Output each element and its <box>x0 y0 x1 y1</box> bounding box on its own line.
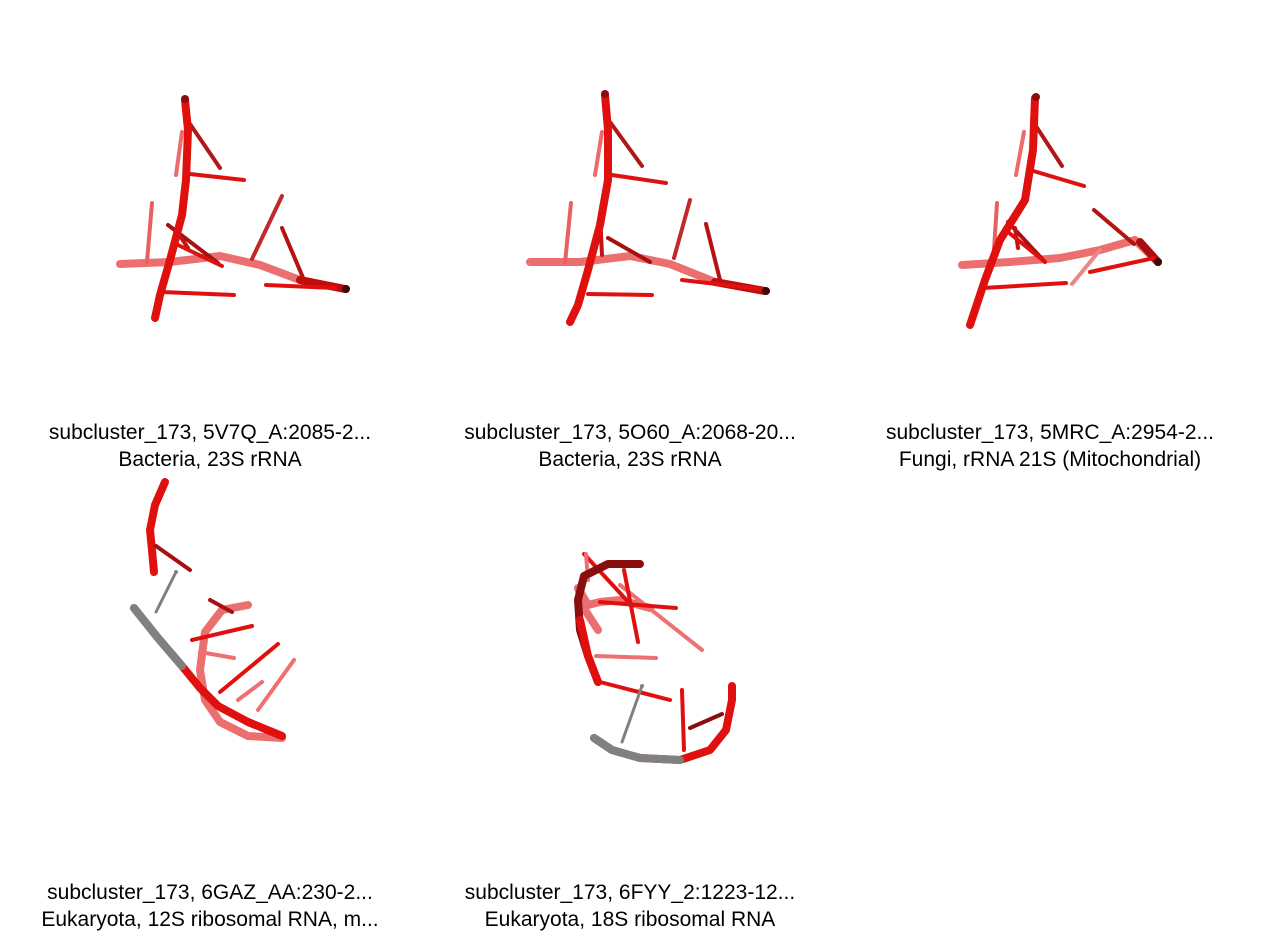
panel-caption: subcluster_173, 5V7Q_A:2085-2... Bacteri… <box>0 419 420 473</box>
rna-structure-image <box>130 478 296 742</box>
caption-title: subcluster_173, 6GAZ_AA:230-2... <box>47 881 373 904</box>
caption-subtitle: Eukaryota, 12S ribosomal RNA, m... <box>41 908 379 931</box>
caption-title: subcluster_173, 5MRC_A:2954-2... <box>885 421 1214 444</box>
rna-structure-image <box>116 95 350 322</box>
panel-caption: subcluster_173, 6GAZ_AA:230-2... Eukaryo… <box>0 879 420 933</box>
caption-title: subcluster_173, 5V7Q_A:2085-2... <box>48 421 372 444</box>
structure-panel-2: subcluster_173, 5O60_A:2068-20... Bacter… <box>420 0 840 471</box>
structure-panel-1: subcluster_173, 5V7Q_A:2085-2... Bacteri… <box>0 0 420 471</box>
caption-subtitle: Bacteria, 23S rRNA <box>538 448 722 471</box>
panel-caption: subcluster_173, 6FYY_2:1223-12... Eukary… <box>420 879 840 933</box>
panel-caption: subcluster_173, 5MRC_A:2954-2... Fungi, … <box>840 419 1260 473</box>
panel-caption: subcluster_173, 5O60_A:2068-20... Bacter… <box>420 419 840 473</box>
caption-subtitle: Bacteria, 23S rRNA <box>118 448 302 471</box>
rna-structure-image <box>958 93 1162 329</box>
structure-panel-4: subcluster_173, 6GAZ_AA:230-2... Eukaryo… <box>0 460 420 931</box>
caption-title: subcluster_173, 5O60_A:2068-20... <box>464 421 796 444</box>
caption-subtitle: Fungi, rRNA 21S (Mitochondrial) <box>898 448 1202 471</box>
structure-panel-5: subcluster_173, 6FYY_2:1223-12... Eukary… <box>420 460 840 931</box>
structure-panel-3: subcluster_173, 5MRC_A:2954-2... Fungi, … <box>840 0 1260 471</box>
caption-title: subcluster_173, 6FYY_2:1223-12... <box>464 881 796 904</box>
rna-structure-image <box>574 552 736 764</box>
caption-subtitle: Eukaryota, 18S ribosomal RNA <box>484 908 776 931</box>
rna-structure-image <box>526 90 770 326</box>
